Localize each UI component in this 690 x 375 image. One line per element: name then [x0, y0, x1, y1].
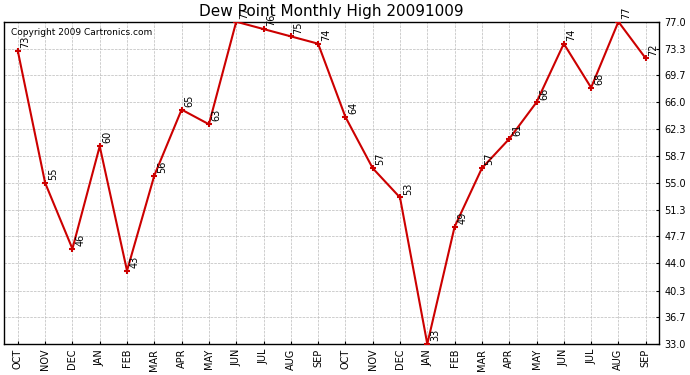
Title: Dew Point Monthly High 20091009: Dew Point Monthly High 20091009: [199, 4, 464, 19]
Text: Copyright 2009 Cartronics.com: Copyright 2009 Cartronics.com: [11, 28, 152, 37]
Text: 49: 49: [457, 212, 467, 224]
Text: 72: 72: [649, 43, 658, 55]
Text: 65: 65: [184, 94, 195, 107]
Text: 46: 46: [75, 234, 85, 246]
Text: 77: 77: [621, 6, 631, 19]
Text: 57: 57: [484, 153, 495, 165]
Text: 43: 43: [130, 256, 140, 268]
Text: 77: 77: [239, 6, 249, 19]
Text: 76: 76: [266, 14, 276, 26]
Text: 64: 64: [348, 102, 358, 114]
Text: 61: 61: [512, 124, 522, 136]
Text: 60: 60: [103, 131, 112, 144]
Text: 75: 75: [293, 21, 304, 34]
Text: 33: 33: [430, 329, 440, 341]
Text: 55: 55: [48, 168, 58, 180]
Text: 74: 74: [566, 28, 577, 41]
Text: 73: 73: [21, 36, 30, 48]
Text: 63: 63: [212, 109, 221, 122]
Text: 53: 53: [403, 182, 413, 195]
Text: 56: 56: [157, 160, 167, 173]
Text: 74: 74: [321, 28, 331, 41]
Text: 57: 57: [375, 153, 386, 165]
Text: 66: 66: [540, 87, 549, 99]
Text: 68: 68: [594, 73, 604, 85]
